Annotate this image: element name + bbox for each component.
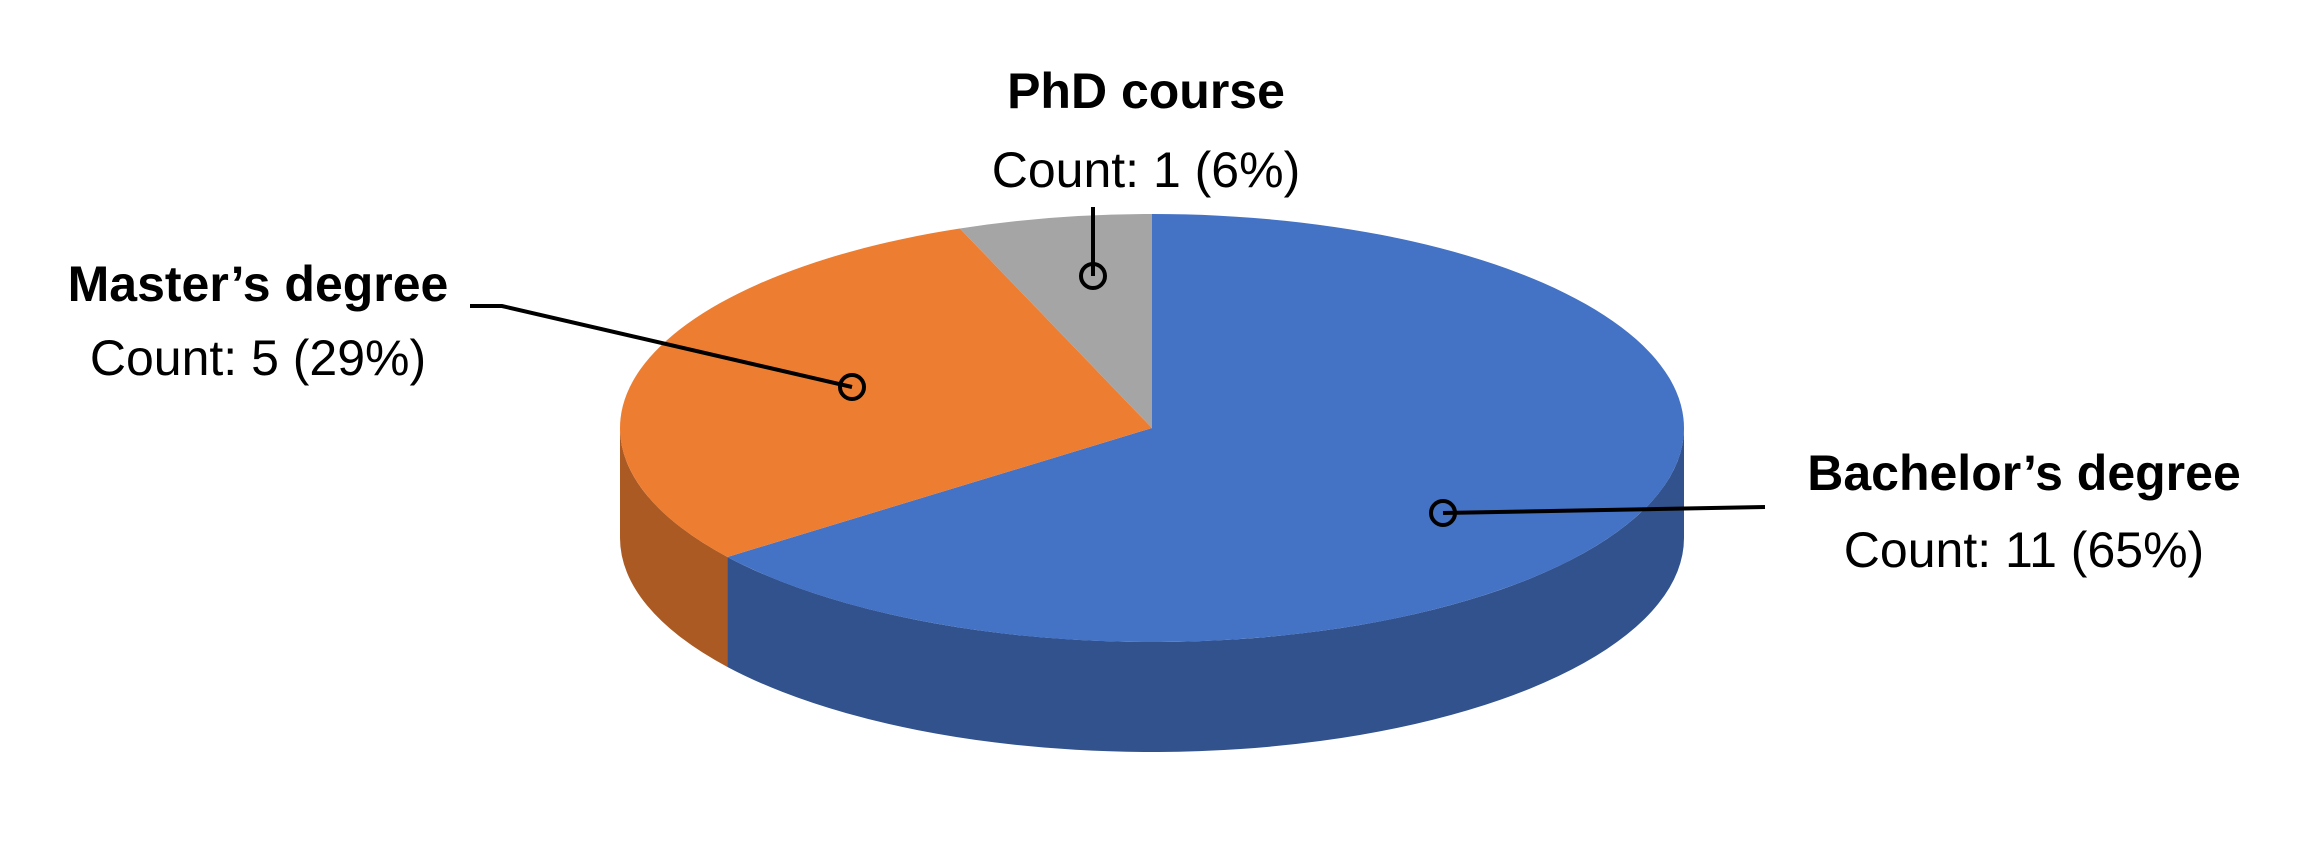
value-label: Count: 5 (29%) — [90, 330, 426, 386]
leader-line — [470, 304, 853, 389]
slice — [620, 228, 1152, 557]
leader-dot — [1079, 262, 1107, 290]
slice — [727, 214, 1685, 642]
value-label: Count: 11 (65%) — [1844, 522, 2204, 578]
slice-side — [620, 428, 728, 667]
category-label: Bachelor’s degree — [1807, 445, 2241, 501]
leader-dot — [1429, 499, 1457, 527]
value-label: Count: 1 (6%) — [992, 142, 1300, 198]
leader-dot — [838, 373, 866, 401]
leader-line — [1442, 505, 1766, 515]
slice-side — [727, 428, 1685, 752]
category-label: PhD course — [1007, 63, 1285, 119]
category-label: Master’s degree — [68, 256, 449, 312]
